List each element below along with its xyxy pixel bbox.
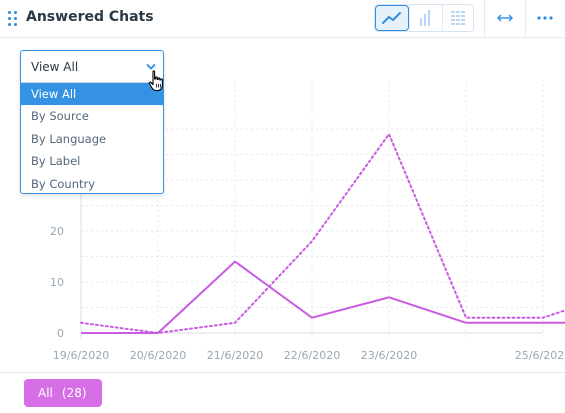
dropdown-option-by-country[interactable]: By Country xyxy=(31,176,96,191)
dropdown-option-by-language[interactable]: By Language xyxy=(31,131,107,146)
widget-header: Answered Chats xyxy=(0,0,565,38)
dropdown-options: View All By Source By Language By Label … xyxy=(21,83,163,195)
dropdown-option-by-source[interactable]: By Source xyxy=(31,109,89,124)
series-line-solid xyxy=(81,260,565,334)
y-tick-label: 10 xyxy=(50,276,64,289)
series-line-dotted xyxy=(80,133,565,334)
table-view-button[interactable] xyxy=(442,5,473,31)
dropdown-option-view-all[interactable]: View All xyxy=(21,83,163,106)
line-chart-view-button[interactable] xyxy=(375,5,409,31)
grouping-dropdown[interactable]: View All View All By Source By Language … xyxy=(20,50,164,194)
x-tick-label: 22/6/2020 xyxy=(284,349,340,362)
dropdown-current-value: View All xyxy=(31,60,79,74)
drag-handle-icon[interactable] xyxy=(8,11,18,27)
chevron-down-icon xyxy=(146,64,156,70)
more-options-button[interactable] xyxy=(535,8,555,32)
horizontal-arrows-icon xyxy=(497,14,513,22)
x-tick-label: 23/6/2020 xyxy=(361,349,417,362)
legend-item-all[interactable]: All (28) xyxy=(24,379,102,407)
legend-label: All xyxy=(38,386,53,400)
y-tick-label: 20 xyxy=(50,225,64,238)
dropdown-trigger[interactable]: View All xyxy=(21,51,163,83)
more-horizontal-icon xyxy=(537,16,553,20)
line-chart: 0 10 20 19/6/2020 20/6/2020 21/6/2020 22/6/202… xyxy=(50,80,565,362)
view-mode-toggle xyxy=(374,4,474,32)
x-tick-label: 21/6/2020 xyxy=(207,349,263,362)
x-tick-label: 20/6/2020 xyxy=(130,349,186,362)
legend-bar: All (28) xyxy=(0,372,565,413)
bar-chart-view-button[interactable] xyxy=(409,5,442,31)
line-chart-icon xyxy=(382,12,401,24)
hand-pointer-cursor-icon xyxy=(148,70,163,92)
bar-chart-icon xyxy=(420,10,430,26)
widget-title: Answered Chats xyxy=(26,9,154,25)
legend-count: (28) xyxy=(61,386,87,400)
x-tick-label: 25/6/2020 xyxy=(515,349,565,362)
dropdown-option-by-label[interactable]: By Label xyxy=(31,154,81,169)
y-tick-label: 0 xyxy=(57,327,64,340)
table-icon xyxy=(451,11,465,25)
resize-width-button[interactable] xyxy=(495,8,515,32)
x-tick-label: 19/6/2020 xyxy=(53,349,109,362)
